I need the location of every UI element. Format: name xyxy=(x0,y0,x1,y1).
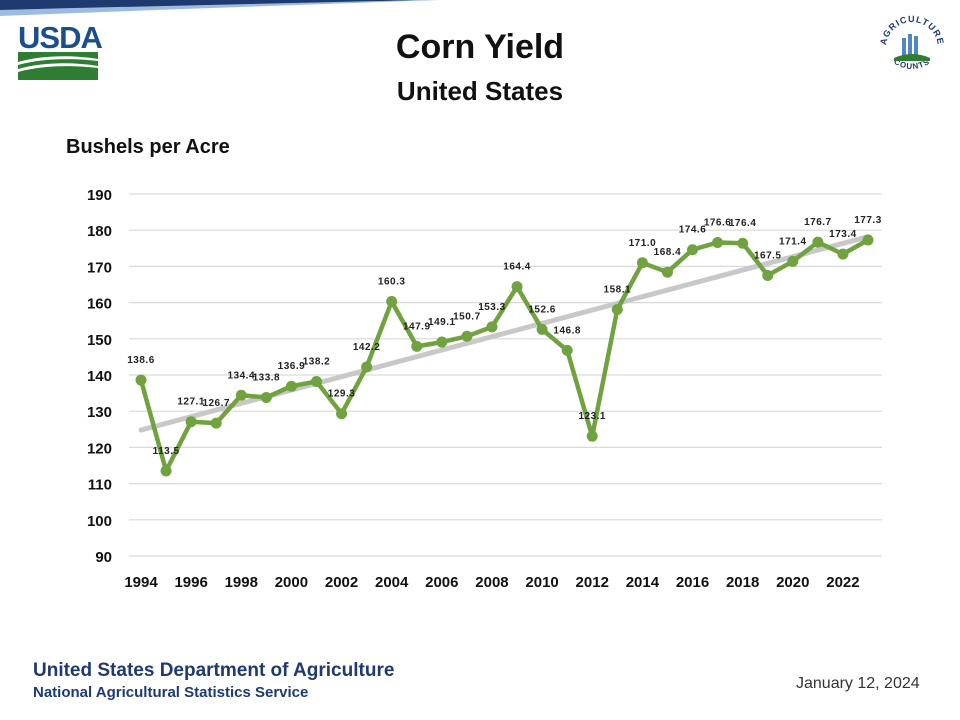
x-tick-label: 2008 xyxy=(475,574,508,591)
data-point-2014 xyxy=(636,257,648,269)
x-tick-label: 1994 xyxy=(124,574,158,591)
footer-organization: United States Department of Agriculture xyxy=(33,660,395,681)
data-point-2015 xyxy=(661,266,673,278)
data-label-2001: 138.2 xyxy=(303,357,331,368)
data-label-2003: 142.2 xyxy=(353,342,381,353)
data-point-2011 xyxy=(561,344,573,356)
y-tick-label: 190 xyxy=(87,187,112,204)
data-label-2010: 152.6 xyxy=(528,304,556,315)
data-label-2021: 176.7 xyxy=(804,217,832,228)
data-point-2018 xyxy=(737,237,749,249)
corn-yield-line-chart: 90 100 110 120 130 140 150 160 170 180 190 1994 1996… xyxy=(87,187,882,591)
data-label-2014: 171.0 xyxy=(629,238,657,249)
y-tick-label: 150 xyxy=(87,332,112,349)
data-point-2020 xyxy=(787,255,799,267)
data-point-2010 xyxy=(536,323,548,335)
data-label-1999: 133.8 xyxy=(253,372,281,383)
data-point-2009 xyxy=(511,281,523,293)
data-point-2001 xyxy=(310,376,322,388)
x-tick-label: 2016 xyxy=(676,574,709,591)
x-tick-label: 1996 xyxy=(174,574,207,591)
footer-date: January 12, 2024 xyxy=(796,675,920,692)
data-label-2007: 150.7 xyxy=(453,311,481,322)
data-label-2019: 167.5 xyxy=(754,250,782,261)
x-tick-label: 2000 xyxy=(275,574,308,591)
data-point-2007 xyxy=(461,330,473,342)
data-point-2013 xyxy=(611,303,623,315)
y-tick-label: 180 xyxy=(87,223,112,240)
x-tick-label: 2006 xyxy=(425,574,458,591)
data-point-2019 xyxy=(762,269,774,281)
data-label-2009: 164.4 xyxy=(503,262,531,273)
usda-logo-text: USDA xyxy=(18,20,103,55)
chart-subtitle: United States xyxy=(396,76,564,106)
x-tick-label: 2004 xyxy=(375,574,409,591)
y-tick-label: 130 xyxy=(87,404,112,421)
data-label-2011: 146.8 xyxy=(553,325,581,336)
y-tick-label: 110 xyxy=(88,477,112,494)
y-tick-label: 100 xyxy=(87,513,112,530)
data-label-1998: 134.4 xyxy=(228,370,256,381)
data-label-2023: 177.3 xyxy=(854,215,882,226)
data-label-2000: 136.9 xyxy=(278,361,306,372)
data-point-2023 xyxy=(862,234,874,246)
data-point-2005 xyxy=(411,340,423,352)
data-point-2021 xyxy=(812,236,824,248)
data-label-2006: 149.1 xyxy=(428,317,456,328)
footer-service: National Agricultural Statistics Service xyxy=(33,684,309,701)
x-tick-label: 2010 xyxy=(525,574,558,591)
y-tick-label: 160 xyxy=(87,296,112,313)
data-point-1995 xyxy=(160,465,172,477)
data-label-2015: 168.4 xyxy=(654,247,682,258)
data-point-2012 xyxy=(586,430,598,442)
x-tick-label: 2018 xyxy=(726,574,759,591)
data-point-2008 xyxy=(486,321,498,333)
data-label-2012: 123.1 xyxy=(578,411,606,422)
data-label-2013: 158.1 xyxy=(604,284,632,295)
data-point-2004 xyxy=(386,296,398,308)
y-tick-label: 140 xyxy=(87,368,112,385)
usda-logo-hills-icon xyxy=(18,52,98,80)
data-label-2017: 176.6 xyxy=(704,218,732,229)
y-tick-label: 170 xyxy=(87,259,112,276)
data-point-2006 xyxy=(436,336,448,348)
x-tick-label: 2022 xyxy=(826,574,859,591)
y-axis-label: Bushels per Acre xyxy=(66,136,230,158)
top-banner-swoosh xyxy=(0,0,440,16)
data-point-2022 xyxy=(837,248,849,260)
data-label-2020: 171.4 xyxy=(779,236,807,247)
data-point-1999 xyxy=(260,391,272,403)
data-label-2008: 153.3 xyxy=(478,302,506,313)
data-label-1997: 126.7 xyxy=(202,398,230,409)
data-label-2002: 129.3 xyxy=(328,389,356,400)
data-point-2000 xyxy=(285,380,297,392)
x-tick-label: 2012 xyxy=(576,574,609,591)
usda-logo: USDA xyxy=(18,18,103,80)
x-tick-label: 2020 xyxy=(776,574,809,591)
y-tick-label: 90 xyxy=(95,549,112,566)
data-point-1994 xyxy=(135,374,147,386)
x-tick-label: 2014 xyxy=(626,574,660,591)
corn-yield-series-line xyxy=(138,238,870,474)
data-point-2002 xyxy=(336,408,348,420)
x-tick-label: 1998 xyxy=(225,574,258,591)
chart-title: Corn Yield xyxy=(395,28,565,66)
data-label-2005: 147.9 xyxy=(403,321,431,332)
data-label-2004: 160.3 xyxy=(378,277,406,288)
data-label-2016: 174.6 xyxy=(679,225,707,236)
data-point-1998 xyxy=(235,389,247,401)
data-point-1996 xyxy=(185,416,197,428)
data-label-1994: 138.6 xyxy=(127,355,155,366)
data-label-1995: 113.5 xyxy=(153,446,180,457)
data-label-2018: 176.4 xyxy=(729,218,757,229)
data-label-2022: 173.4 xyxy=(829,229,857,240)
data-label-1996: 127.1 xyxy=(177,397,205,408)
data-point-2003 xyxy=(361,361,373,373)
data-point-1997 xyxy=(210,417,222,429)
data-point-2017 xyxy=(712,237,724,249)
data-point-2016 xyxy=(687,244,699,256)
y-tick-label: 120 xyxy=(87,440,112,457)
x-tick-label: 2002 xyxy=(325,574,358,591)
agriculture-counts-badge-icon: AGRICULTURE COUNTS xyxy=(878,14,945,71)
